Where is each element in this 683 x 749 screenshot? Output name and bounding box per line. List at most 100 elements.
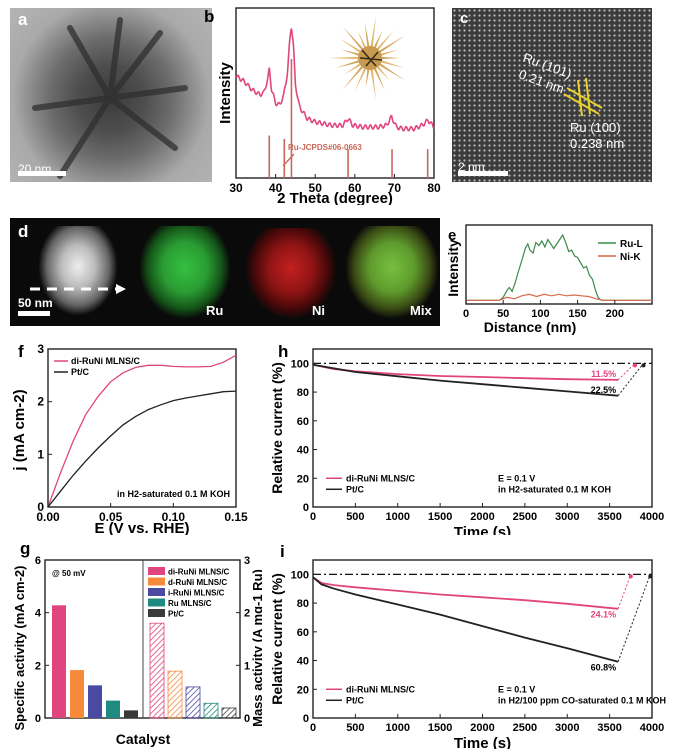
x-tick-label: 0 xyxy=(463,308,469,320)
x-tick-label: 0.05 xyxy=(99,510,123,524)
bar-mass-activity xyxy=(185,686,201,719)
loss-label-di-runi: 11.5% xyxy=(591,369,616,379)
x-tick-label: 30 xyxy=(229,181,243,195)
y-tick-label: 80 xyxy=(297,598,309,610)
bar-mass-activity xyxy=(149,622,165,719)
petal xyxy=(344,61,365,75)
x-axis-label: Time (s) xyxy=(454,524,511,535)
y-tick-label: 40 xyxy=(297,656,309,668)
haadf-image xyxy=(38,226,118,316)
legend-label: d-RuNi MLNS/C xyxy=(168,578,227,587)
scale-bar-label: 2 nm xyxy=(458,160,485,174)
legend-label-ni: Ni-K xyxy=(620,252,641,263)
x-axis-label: 2 Theta (degree) xyxy=(277,190,393,205)
recovery-arrow xyxy=(617,574,632,610)
panel-label-b: b xyxy=(204,7,214,26)
panel-label-c: c xyxy=(460,10,469,27)
petal xyxy=(364,22,371,51)
y-axis-label: Intensity xyxy=(217,62,234,124)
recovery-arrow xyxy=(617,574,651,662)
x-tick-label: 1000 xyxy=(386,722,410,734)
legend-label-ru: Ru-L xyxy=(620,239,643,250)
legend-swatch xyxy=(148,577,165,586)
x-tick-label: 2500 xyxy=(513,722,537,734)
x-tick-label: 3000 xyxy=(555,511,579,523)
petal xyxy=(372,64,385,91)
x-tick-label: 60 xyxy=(348,181,362,195)
ni-k-line xyxy=(466,293,652,301)
bar-specific-activity xyxy=(70,670,84,718)
y-axis-label: Relative current (%) xyxy=(269,362,285,493)
y-tick-label: 2 xyxy=(37,395,44,409)
y-tick-label: 6 xyxy=(35,555,41,567)
y-tick-label: 3 xyxy=(37,342,44,356)
x-axis-label: Catalyst xyxy=(116,731,171,747)
petal xyxy=(369,16,376,51)
ru-l-line xyxy=(466,233,652,301)
scale-bar-label: 50 nm xyxy=(18,296,53,310)
petal xyxy=(377,49,399,57)
panel-label-d: d xyxy=(18,222,29,241)
recovery-arrowhead xyxy=(648,574,653,579)
petal xyxy=(377,56,400,60)
y-tick-label: 2 xyxy=(244,608,250,620)
legend-label: Pt/C xyxy=(168,610,184,619)
y-tick-label: 100 xyxy=(291,569,309,581)
petal xyxy=(369,65,376,100)
panel-label-a: a xyxy=(18,10,28,29)
x-tick-label: 1500 xyxy=(428,722,452,734)
legend-swatch xyxy=(148,567,165,575)
condition-annotation: in H2-saturated 0.1 M KOH xyxy=(117,489,230,499)
x-tick-label: 4000 xyxy=(640,722,664,734)
x-tick-label: 100 xyxy=(531,308,549,320)
potential-annotation: @ 50 mV xyxy=(52,569,86,578)
y-tick-label: 4 xyxy=(35,608,42,620)
y-tick-label: 80 xyxy=(297,387,309,399)
x-tick-label: 40 xyxy=(269,181,283,195)
bar-specific-activity xyxy=(106,700,120,718)
x-tick-label: 2000 xyxy=(470,511,494,523)
x-axis-label: Distance (nm) xyxy=(484,319,577,335)
plot-frame xyxy=(47,348,237,508)
loss-label-ptc: 22.5% xyxy=(591,385,617,395)
x-tick-label: 0.00 xyxy=(36,510,60,524)
y-tick-label: 40 xyxy=(297,445,309,457)
x-tick-label: 3500 xyxy=(597,722,621,734)
x-tick-label: 0.15 xyxy=(224,510,248,524)
x-tick-label: 2000 xyxy=(470,722,494,734)
y-tick-label: 0 xyxy=(303,713,309,725)
bar-specific-activity xyxy=(88,685,102,718)
ni-map xyxy=(246,228,336,318)
y-axis-label: j (mA cm-2) xyxy=(11,389,28,471)
xrd-curve xyxy=(235,28,435,132)
tem-image-panel-a: a 20 nm xyxy=(10,8,212,182)
activity-bar-chart: g @ 50 mV di-RuNi MLNS/Cd-RuNi MLNS/C i-RuN… xyxy=(12,539,262,747)
y-tick-label: 20 xyxy=(297,473,309,485)
xrd-chart: b Ru-JCPDS#06-0663 30 40 50 60 70 80 2 Theta (de… xyxy=(204,7,441,205)
loss-label-di-runi: 24.1% xyxy=(591,609,617,619)
plot-frame xyxy=(465,224,653,305)
y-axis-label: Intensity xyxy=(445,239,461,297)
petal xyxy=(328,56,363,60)
x-tick-label: 0.10 xyxy=(162,510,186,524)
bar-mass-activity xyxy=(221,707,237,719)
ru-map-label: Ru xyxy=(206,303,224,318)
y-tick-label: 0 xyxy=(303,502,309,514)
petal xyxy=(342,26,366,53)
bar-specific-activity xyxy=(52,605,66,718)
x-tick-label: 4000 xyxy=(640,511,664,523)
petal xyxy=(342,63,366,90)
panel-label-i: i xyxy=(280,542,285,561)
petal xyxy=(375,35,406,55)
mix-map xyxy=(346,226,438,318)
legend-label: i-RuNi MLNS/C xyxy=(168,589,225,598)
line-ptc xyxy=(312,363,619,397)
y-tick-label: 60 xyxy=(297,627,309,639)
condition-annotation: in H2/100 ppm CO-saturated 0.1 M KOH xyxy=(498,695,666,705)
y-axis-label: Mass activity (A mg-1 Ru) xyxy=(250,569,262,727)
y-tick-label: 20 xyxy=(297,684,309,696)
petal xyxy=(341,49,363,57)
potential-annotation: E = 0.1 V xyxy=(498,684,535,694)
panel-label-h: h xyxy=(278,342,288,361)
x-tick-label: 2500 xyxy=(513,511,537,523)
